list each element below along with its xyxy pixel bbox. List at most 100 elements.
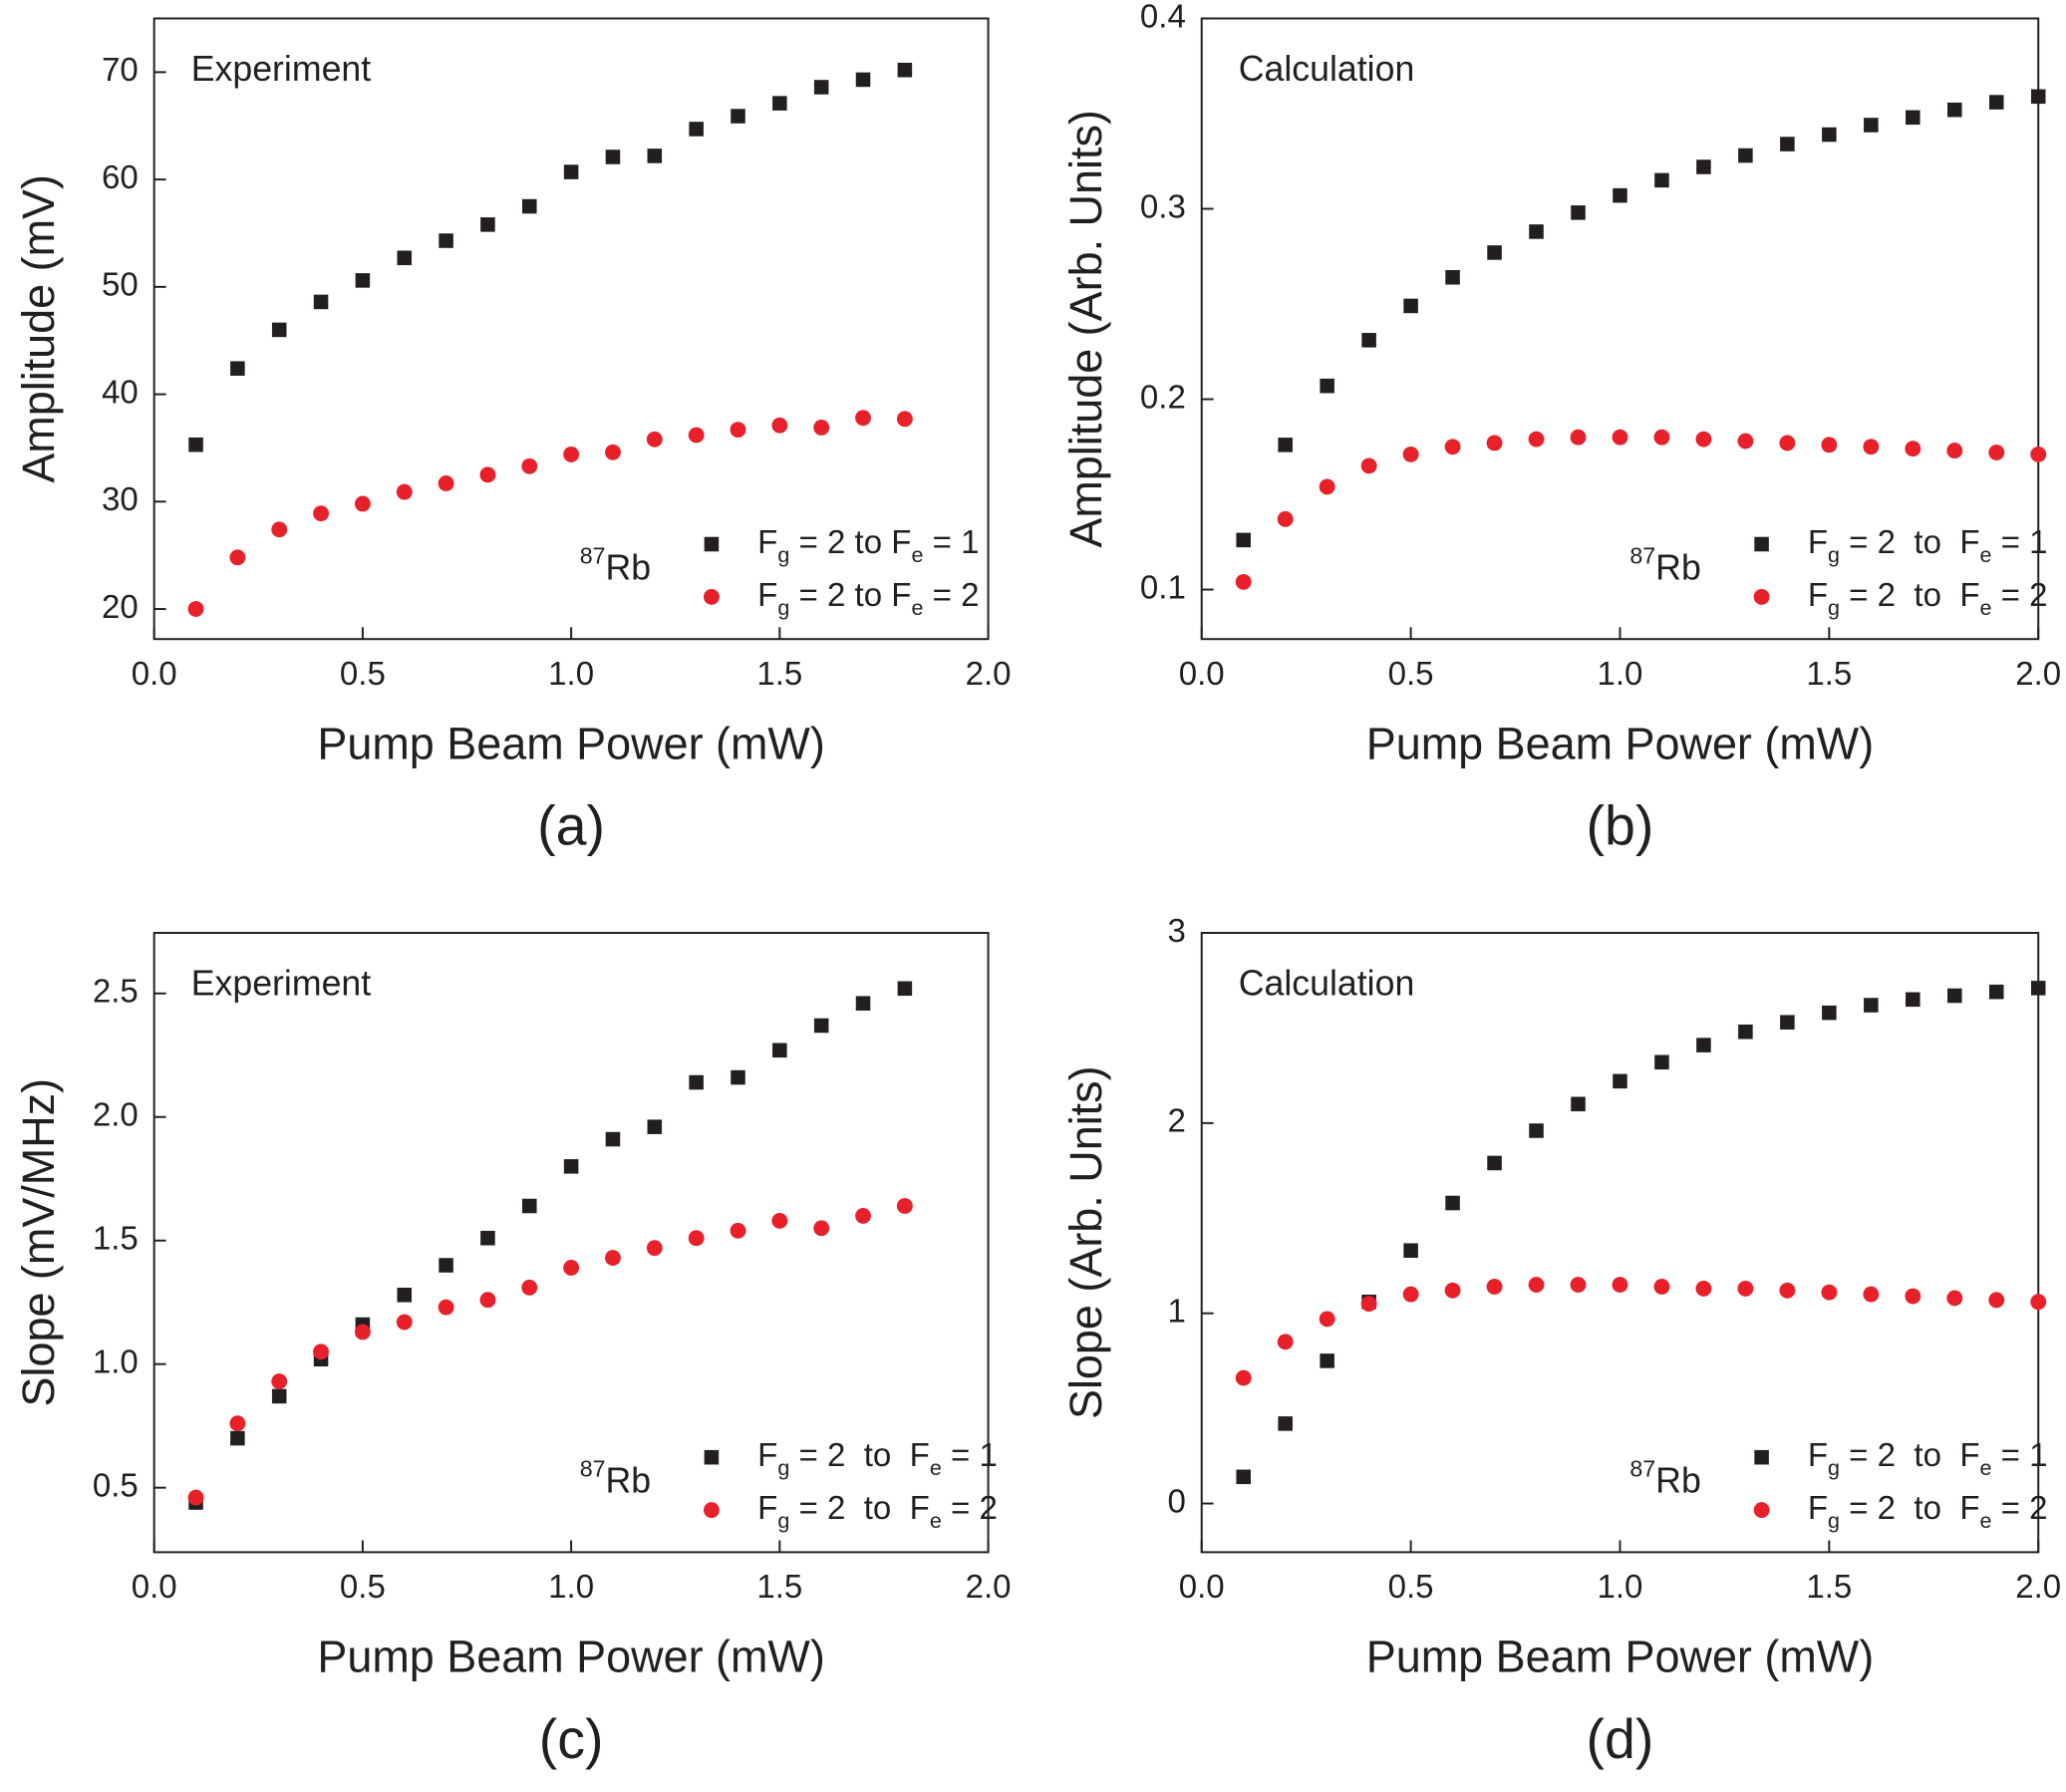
data-point [771, 1212, 788, 1229]
x-tick-label: 1.0 [1598, 1569, 1643, 1606]
data-point [1278, 438, 1293, 452]
y-tick-label: 20 [102, 589, 139, 626]
data-point [1403, 298, 1418, 314]
data-point [563, 446, 580, 462]
data-point [438, 475, 454, 491]
data-point [480, 1230, 495, 1246]
data-point [1486, 435, 1503, 451]
x-tick-label: 2.0 [2015, 1569, 2061, 1606]
data-point [1529, 1123, 1544, 1138]
data-point [188, 437, 203, 452]
x-tick-label: 2.0 [966, 1569, 1012, 1606]
data-point [1613, 187, 1627, 203]
data-point [480, 217, 495, 232]
data-point [354, 495, 371, 512]
data-point [689, 1074, 704, 1090]
data-point [1236, 532, 1251, 548]
legend-marker [703, 1502, 720, 1519]
data-point [1864, 118, 1879, 133]
data-point [689, 122, 704, 137]
data-point [1319, 478, 1335, 495]
x-tick-label: 0.0 [132, 1569, 177, 1606]
data-point [1278, 1416, 1293, 1431]
data-point [522, 1198, 537, 1214]
data-point [897, 981, 913, 997]
data-point [1695, 1280, 1712, 1297]
legend-label: Fg = 2 to Fe = 2 [757, 577, 979, 620]
data-point [1779, 1282, 1796, 1299]
data-point [229, 549, 246, 566]
data-point [1946, 443, 1963, 459]
x-tick-label: 2.0 [2015, 656, 2061, 693]
data-point [438, 1299, 454, 1316]
data-point [1444, 439, 1461, 455]
y-tick-label: 60 [102, 159, 139, 196]
data-point [1822, 127, 1837, 143]
data-point [354, 1324, 371, 1341]
data-point [1906, 110, 1920, 126]
legend-label: Fg = 2 to Fe = 2 [1808, 577, 2048, 620]
data-point [1235, 573, 1252, 590]
data-point [1779, 435, 1796, 451]
x-tick-label: 1.5 [756, 656, 802, 693]
data-point [563, 164, 579, 179]
data-point [230, 1430, 245, 1446]
y-tick-label: 30 [102, 481, 139, 518]
data-point [1821, 437, 1838, 453]
y-tick-label: 0.2 [1140, 379, 1186, 416]
panel-label: (c) [539, 1708, 604, 1770]
data-point [1906, 992, 1920, 1008]
annotation: Calculation [1239, 49, 1415, 89]
data-point [1780, 1015, 1795, 1030]
data-point [1319, 1311, 1335, 1328]
data-point [1529, 224, 1544, 239]
legend-label: Fg = 2 to Fe = 2 [1808, 1490, 2048, 1533]
data-point [772, 96, 787, 111]
data-point [1444, 1282, 1461, 1299]
y-tick-label: 1.5 [93, 1220, 139, 1257]
data-point [855, 996, 871, 1011]
data-point [1571, 1096, 1586, 1112]
y-axis-label: Amplitude (Arb. Units) [1060, 110, 1111, 548]
data-point [1988, 95, 2004, 110]
data-point [855, 72, 871, 88]
data-point [605, 1131, 621, 1147]
x-tick-label: 0.5 [340, 1569, 386, 1606]
legend-marker [1753, 1502, 1770, 1519]
y-tick-label: 50 [102, 267, 139, 304]
data-point [1235, 1369, 1252, 1386]
data-point [1695, 431, 1712, 448]
legend-label: Fg = 2 to Fe = 1 [1808, 1437, 2048, 1480]
x-tick-label: 0.5 [340, 656, 386, 693]
data-point [2030, 981, 2046, 996]
data-point [396, 1314, 413, 1331]
y-tick-label: 0.3 [1140, 188, 1186, 225]
data-point [1738, 148, 1753, 163]
data-point [1487, 245, 1502, 260]
data-point [813, 420, 830, 436]
x-axis-label: Pump Beam Power (mW) [1366, 1632, 1874, 1682]
data-point [1277, 510, 1294, 527]
y-tick-label: 0.4 [1140, 0, 1186, 35]
data-point [813, 1018, 829, 1034]
data-point [355, 273, 371, 288]
data-point [479, 1292, 496, 1309]
data-point [1654, 1054, 1669, 1070]
y-tick-label: 1.0 [93, 1344, 139, 1380]
data-point [1402, 446, 1419, 462]
data-point [1737, 1280, 1754, 1297]
data-point [271, 521, 288, 538]
panel-label: (d) [1587, 1708, 1654, 1770]
y-tick-label: 2 [1167, 1103, 1185, 1140]
data-point [646, 1240, 663, 1257]
x-tick-label: 0.5 [1388, 1569, 1434, 1606]
data-point [1653, 1279, 1670, 1295]
data-point [1487, 1155, 1502, 1171]
data-point [1988, 445, 2005, 460]
data-point [1613, 1073, 1627, 1089]
data-point [271, 1373, 288, 1389]
data-point [647, 149, 663, 163]
panel-label: (b) [1587, 795, 1654, 857]
data-point [1821, 1284, 1838, 1301]
data-point [688, 427, 705, 444]
